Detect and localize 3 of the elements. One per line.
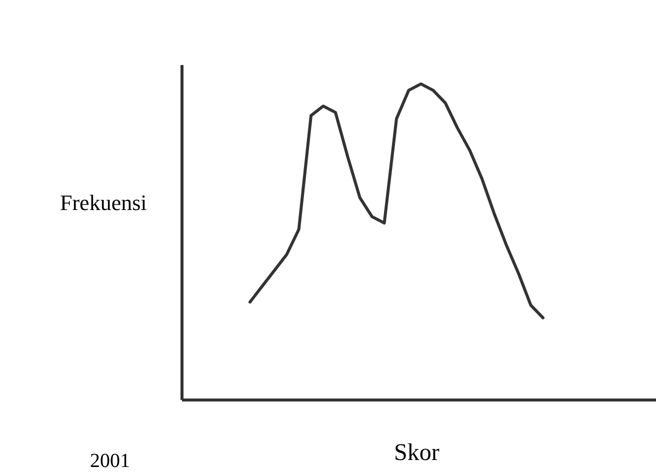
y-axis-title: Frekuensi <box>60 190 147 216</box>
text: 2001 <box>90 450 130 473</box>
x-axis-title: Skor <box>394 440 440 467</box>
